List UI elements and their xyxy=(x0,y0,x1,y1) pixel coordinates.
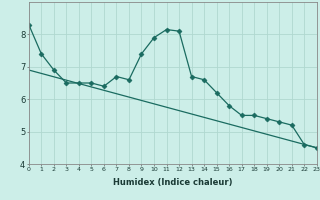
X-axis label: Humidex (Indice chaleur): Humidex (Indice chaleur) xyxy=(113,178,233,187)
